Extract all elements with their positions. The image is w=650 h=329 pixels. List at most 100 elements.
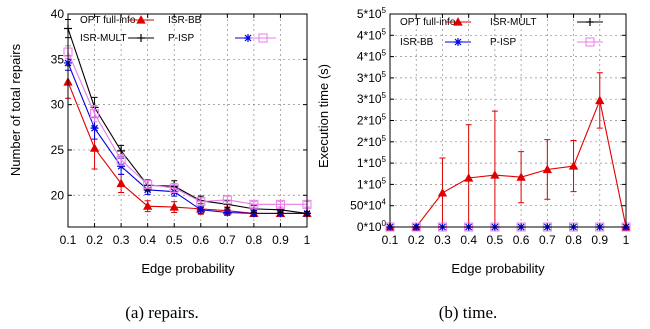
legend-item [577, 37, 603, 47]
y-tick-label: 0*100 [357, 219, 387, 234]
data-point [169, 183, 179, 193]
y-tick-label: 1*105 [357, 155, 387, 170]
data-point [143, 179, 153, 189]
legend-item: P-ISP [445, 37, 516, 48]
time-y-ticks: 0*100 50*104 1*105 1*105 2*105 2*105 3*105 3*10… [350, 6, 626, 234]
data-point [142, 201, 153, 210]
legend-item: ISR-MULT [445, 17, 536, 28]
legend-item: ISR-BB [128, 15, 202, 26]
x-tick-label: 0.9 [272, 233, 289, 247]
legend-item: OPT full-info [80, 15, 136, 26]
y-tick-label: 2*105 [357, 113, 387, 128]
x-tick-label: 0.9 [591, 233, 608, 247]
legend-marker [136, 15, 146, 24]
legend-item: OPT full-info [400, 17, 456, 28]
x-tick-label: 0.2 [408, 233, 425, 247]
legend-label: OPT full-info [80, 15, 136, 26]
data-point [196, 197, 206, 207]
time-legend: OPT full-info ISR-MULT ISR-BB P-ISP [400, 17, 603, 48]
y-tick-label: 25 [51, 143, 65, 157]
legend-marker [585, 37, 595, 47]
repairs-plot-frame [67, 13, 308, 228]
repairs-caption: (a) repairs. [125, 303, 199, 322]
repairs-series [63, 18, 312, 218]
repairs-x-ticks: 0.1 0.2 0.3 0.4 0.5 0.6 0.7 0.8 0.9 1 [60, 14, 311, 247]
legend-label: ISR-BB [400, 37, 434, 48]
error-bar [277, 201, 284, 208]
legend-marker [244, 34, 252, 42]
time-x-axis-label: Edge probability [451, 261, 545, 276]
x-tick-label: 0.6 [513, 233, 530, 247]
legend-marker [258, 33, 268, 43]
data-point [437, 188, 448, 197]
legend-label: ISR-MULT [80, 33, 126, 44]
x-tick-label: 0.3 [434, 233, 451, 247]
x-tick-label: 0.4 [139, 233, 156, 247]
repairs-y-axis-label: Number of total repairs [8, 43, 23, 176]
legend-item [577, 18, 603, 26]
data-point [196, 205, 205, 214]
x-tick-label: 0.5 [487, 233, 504, 247]
y-tick-label: 5*105 [357, 6, 387, 21]
repairs-legend: OPT full-info ISR-BB ISR-MULT P-ISP [80, 15, 276, 44]
legend-marker [137, 34, 145, 42]
data-point [223, 208, 232, 217]
y-tick-label: 35 [51, 52, 65, 66]
y-tick-label: 30 [51, 98, 65, 112]
error-bar [171, 182, 178, 194]
data-point [542, 164, 553, 174]
x-tick-label: 0.6 [192, 233, 209, 247]
legend-label: OPT full-info [400, 17, 456, 28]
y-tick-label: 3*105 [357, 70, 387, 85]
legend-marker [453, 17, 463, 26]
time-x-ticks: 0.1 0.2 0.3 0.4 0.5 0.6 0.7 0.8 0.9 1 [382, 14, 630, 247]
y-tick-label: 50*104 [350, 198, 386, 213]
data-point [90, 109, 100, 119]
data-point [90, 124, 99, 133]
legend-marker [586, 18, 594, 26]
repairs-x-axis-label: Edge probability [141, 261, 235, 276]
legend-item: P-ISP [128, 33, 194, 44]
x-tick-label: 1 [304, 233, 311, 247]
legend-label: ISR-MULT [490, 17, 536, 28]
data-point [249, 199, 259, 209]
y-tick-label: 4*105 [357, 49, 387, 64]
data-point [568, 161, 579, 170]
error-bar [91, 105, 98, 123]
time-y-axis-label: Execution time (s) [316, 64, 331, 168]
series-line [67, 62, 307, 214]
data-point [463, 173, 474, 182]
series-3 [64, 18, 311, 218]
series-1 [385, 72, 631, 231]
time-plot-frame [389, 13, 627, 228]
x-tick-label: 0.5 [166, 233, 183, 247]
x-tick-label: 0.7 [539, 233, 556, 247]
series-line [390, 98, 627, 228]
time-caption: (b) time. [439, 303, 498, 322]
series-line [67, 28, 308, 214]
y-tick-label: 3*105 [357, 91, 387, 106]
error-bar [491, 110, 498, 228]
x-tick-label: 0.1 [382, 233, 399, 247]
y-tick-label: 4*105 [357, 27, 387, 42]
data-point [116, 155, 126, 165]
y-tick-label: 40 [51, 7, 65, 21]
data-point [169, 202, 179, 211]
x-tick-label: 0.1 [60, 233, 77, 247]
data-point [595, 95, 605, 105]
y-tick-label: 20 [51, 188, 65, 202]
x-tick-label: 0.8 [246, 233, 263, 247]
x-tick-label: 0.2 [86, 233, 103, 247]
series-line [67, 51, 307, 205]
data-point [222, 195, 232, 205]
error-bar [250, 201, 257, 208]
legend-marker [454, 38, 462, 46]
data-point [275, 199, 285, 209]
time-chart: 0*100 50*104 1*105 1*105 2*105 2*105 3*105 3*10… [316, 6, 631, 322]
x-tick-label: 0.7 [219, 233, 236, 247]
time-series [385, 72, 631, 232]
data-point [516, 172, 526, 181]
data-point [249, 209, 258, 218]
